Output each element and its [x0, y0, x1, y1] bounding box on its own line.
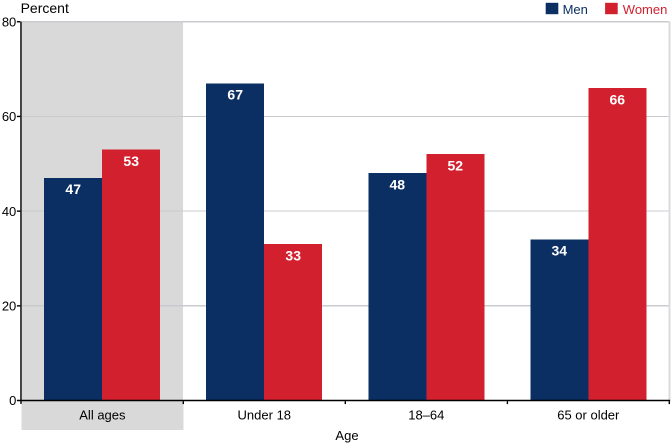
svg-text:All ages: All ages [79, 408, 126, 423]
svg-text:47: 47 [65, 181, 81, 197]
svg-text:18–64: 18–64 [408, 408, 444, 423]
svg-text:34: 34 [552, 243, 568, 259]
svg-text:52: 52 [448, 158, 464, 174]
svg-text:60: 60 [2, 109, 16, 124]
svg-text:66: 66 [610, 91, 626, 107]
svg-text:40: 40 [2, 204, 16, 219]
svg-text:53: 53 [123, 153, 139, 169]
svg-text:Age: Age [335, 428, 358, 443]
svg-text:33: 33 [285, 248, 301, 264]
svg-text:Under 18: Under 18 [238, 408, 291, 423]
svg-text:80: 80 [2, 14, 16, 29]
svg-text:Men: Men [563, 2, 588, 17]
svg-text:0: 0 [9, 393, 16, 408]
svg-text:48: 48 [390, 177, 406, 193]
svg-text:Percent: Percent [21, 0, 69, 16]
svg-text:67: 67 [227, 86, 243, 102]
svg-text:Women: Women [623, 2, 668, 17]
svg-text:20: 20 [2, 299, 16, 314]
svg-text:65 or older: 65 or older [557, 408, 620, 423]
